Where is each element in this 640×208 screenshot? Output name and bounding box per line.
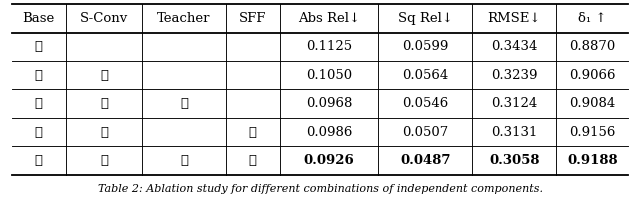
Text: 0.3434: 0.3434 bbox=[491, 40, 538, 53]
Text: 0.9084: 0.9084 bbox=[569, 97, 615, 110]
Text: Sq Rel↓: Sq Rel↓ bbox=[397, 12, 452, 25]
Text: 0.0986: 0.0986 bbox=[306, 126, 352, 139]
Text: ✓: ✓ bbox=[35, 126, 43, 139]
Text: 0.0926: 0.0926 bbox=[304, 154, 355, 167]
Text: ✓: ✓ bbox=[100, 126, 108, 139]
Text: 0.0546: 0.0546 bbox=[402, 97, 449, 110]
Text: ✓: ✓ bbox=[35, 97, 43, 110]
Text: ✓: ✓ bbox=[100, 97, 108, 110]
Text: 0.3124: 0.3124 bbox=[491, 97, 538, 110]
Text: 0.3131: 0.3131 bbox=[491, 126, 538, 139]
Text: 0.8870: 0.8870 bbox=[569, 40, 615, 53]
Text: 0.0599: 0.0599 bbox=[402, 40, 449, 53]
Text: SFF: SFF bbox=[239, 12, 266, 25]
Text: 0.9188: 0.9188 bbox=[567, 154, 618, 167]
Text: 0.3058: 0.3058 bbox=[489, 154, 540, 167]
Text: 0.0487: 0.0487 bbox=[400, 154, 451, 167]
Text: 0.1125: 0.1125 bbox=[306, 40, 352, 53]
Text: 0.0564: 0.0564 bbox=[402, 69, 449, 82]
Text: RMSE↓: RMSE↓ bbox=[488, 12, 541, 25]
Text: ✓: ✓ bbox=[35, 40, 43, 53]
Text: 0.0968: 0.0968 bbox=[306, 97, 352, 110]
Text: S-Conv: S-Conv bbox=[80, 12, 128, 25]
Text: Base: Base bbox=[22, 12, 55, 25]
Text: δ₁ ↑: δ₁ ↑ bbox=[578, 12, 607, 25]
Text: ✓: ✓ bbox=[180, 97, 188, 110]
Text: 0.1050: 0.1050 bbox=[306, 69, 352, 82]
Text: ✓: ✓ bbox=[100, 69, 108, 82]
Text: ✓: ✓ bbox=[249, 154, 257, 167]
Text: Abs Rel↓: Abs Rel↓ bbox=[298, 12, 360, 25]
Text: 0.9066: 0.9066 bbox=[569, 69, 616, 82]
Text: ✓: ✓ bbox=[35, 69, 43, 82]
Text: Teacher: Teacher bbox=[157, 12, 211, 25]
Text: 0.9156: 0.9156 bbox=[569, 126, 616, 139]
Text: ✓: ✓ bbox=[35, 154, 43, 167]
Text: 0.3239: 0.3239 bbox=[491, 69, 538, 82]
Text: ✓: ✓ bbox=[180, 154, 188, 167]
Text: Table 2: Ablation study for different combinations of independent components.: Table 2: Ablation study for different co… bbox=[97, 184, 543, 194]
Text: ✓: ✓ bbox=[249, 126, 257, 139]
Text: 0.0507: 0.0507 bbox=[402, 126, 449, 139]
Text: ✓: ✓ bbox=[100, 154, 108, 167]
